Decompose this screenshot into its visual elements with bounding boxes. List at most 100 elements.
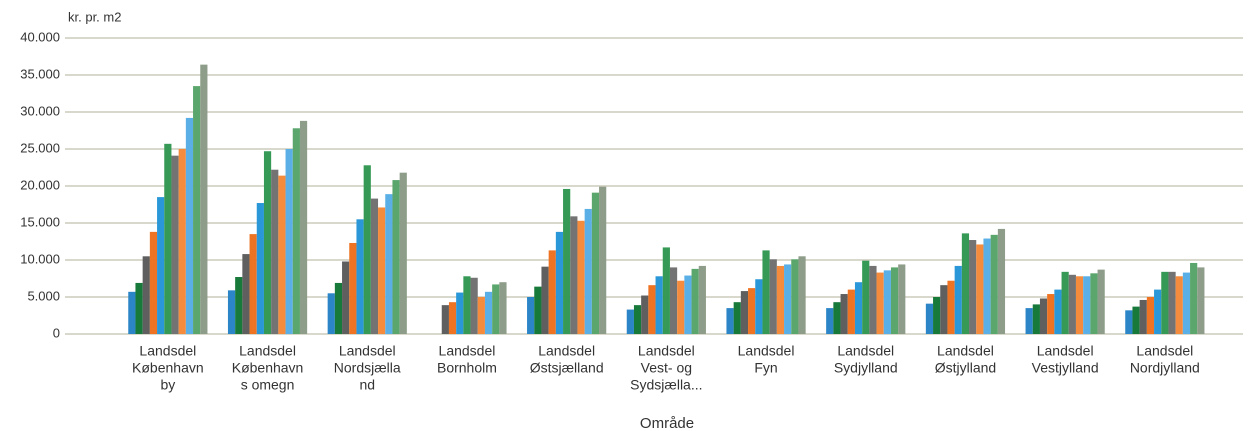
bar — [1125, 310, 1133, 334]
bar — [733, 302, 741, 334]
bar — [185, 117, 194, 334]
bar — [385, 194, 393, 334]
bar — [1161, 271, 1169, 334]
bar — [633, 305, 642, 334]
bar — [278, 175, 286, 334]
bar — [570, 216, 578, 334]
bar — [200, 64, 208, 334]
bar — [890, 267, 899, 334]
x-tick-label: nd — [359, 377, 375, 393]
bar — [947, 280, 955, 334]
bar — [577, 220, 585, 334]
bar — [990, 234, 998, 334]
bar — [769, 259, 777, 334]
bar — [826, 308, 834, 334]
y-tick-label: 10.000 — [20, 251, 60, 266]
x-tick-label: Sydsjælla... — [630, 377, 702, 393]
bar — [548, 250, 556, 334]
x-tick-label: Landsdel — [738, 343, 795, 359]
bar — [954, 265, 962, 334]
bar — [399, 172, 407, 334]
x-tick-label: s omegn — [241, 377, 295, 393]
x-tick-label: Landsdel — [139, 343, 196, 359]
bar — [1168, 271, 1176, 334]
bar — [969, 240, 977, 334]
bar — [584, 208, 592, 334]
y-tick-label: 5.000 — [27, 288, 60, 303]
bar — [157, 197, 165, 334]
bar — [762, 250, 770, 334]
bar — [1197, 267, 1205, 334]
bar — [242, 254, 250, 334]
x-axis-label: Område — [640, 415, 694, 431]
bar — [1075, 276, 1084, 334]
bar — [833, 302, 841, 334]
bar — [1025, 308, 1033, 334]
bar — [334, 282, 343, 334]
bar — [648, 285, 656, 334]
bar — [149, 231, 158, 334]
bar — [1083, 276, 1091, 334]
bar — [249, 234, 257, 334]
x-tick-label: København — [132, 360, 204, 376]
bar — [193, 86, 201, 334]
x-tick-label: Landsdel — [239, 343, 296, 359]
bar — [776, 265, 785, 334]
x-tick-label: Landsdel — [339, 343, 396, 359]
bar — [726, 308, 734, 334]
y-tick-label: 30.000 — [20, 103, 60, 118]
x-tick-label: by — [160, 377, 175, 393]
bar — [798, 256, 806, 334]
bar — [285, 149, 293, 334]
bar — [1175, 276, 1183, 334]
bar — [840, 294, 848, 334]
bar — [342, 261, 350, 334]
x-tick-label: Østsjælland — [530, 360, 604, 376]
y-tick-label: 20.000 — [20, 177, 60, 192]
x-tick-label: Landsdel — [1037, 343, 1094, 359]
bar — [470, 277, 478, 334]
bar — [541, 266, 549, 334]
x-tick-label: Landsdel — [937, 343, 994, 359]
bar — [135, 282, 143, 334]
bar — [1068, 274, 1076, 334]
bar — [484, 291, 493, 334]
bar — [684, 275, 692, 334]
bar — [463, 276, 471, 334]
bar — [1090, 273, 1098, 334]
x-tick-label: Nordsjælla — [334, 360, 401, 376]
bar — [356, 219, 364, 334]
bar — [655, 276, 663, 334]
y-tick-label: 35.000 — [20, 66, 60, 81]
bar — [327, 293, 335, 334]
bar — [791, 259, 799, 334]
x-tick-label: Fyn — [754, 360, 777, 376]
bar — [299, 120, 308, 334]
bar — [626, 309, 634, 334]
bar — [1039, 298, 1048, 334]
bar — [961, 233, 970, 334]
bar — [363, 165, 371, 334]
bar — [456, 292, 464, 334]
bar — [876, 272, 884, 334]
bar — [171, 155, 179, 334]
bar — [748, 288, 756, 334]
bar — [227, 290, 236, 334]
bar — [178, 149, 186, 334]
bar — [1182, 272, 1191, 334]
bar — [1047, 294, 1055, 334]
bar — [271, 169, 279, 334]
bar — [755, 279, 763, 334]
bar — [392, 180, 400, 334]
bar — [235, 277, 243, 334]
bar — [1190, 262, 1198, 334]
bar — [1061, 271, 1069, 334]
bar — [662, 247, 670, 334]
bar — [698, 265, 706, 334]
bar — [1146, 297, 1155, 334]
bar — [370, 198, 379, 334]
x-tick-label: Landsdel — [1136, 343, 1193, 359]
bar — [591, 192, 600, 334]
bar — [292, 128, 300, 334]
